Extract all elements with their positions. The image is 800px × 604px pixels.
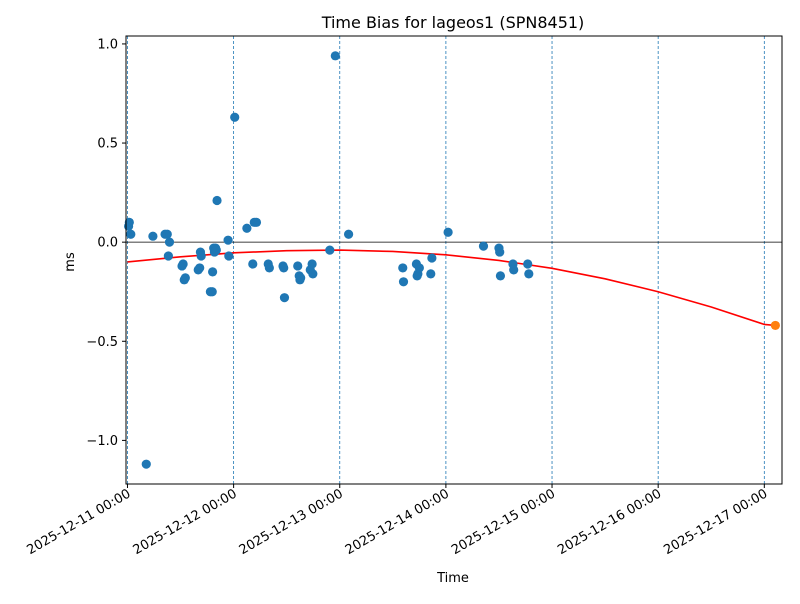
data-point <box>223 235 233 245</box>
y-tick-label: 0.5 <box>97 137 118 152</box>
data-point <box>426 269 436 279</box>
data-point <box>307 259 317 269</box>
y-axis-label: ms <box>63 252 78 272</box>
data-point <box>343 229 354 239</box>
data-point <box>523 259 533 269</box>
data-point <box>126 229 136 239</box>
data-point <box>242 223 252 233</box>
data-point <box>443 227 453 237</box>
data-point <box>279 263 289 273</box>
data-point <box>180 273 190 283</box>
data-point <box>524 269 534 279</box>
data-point <box>279 293 290 303</box>
data-point <box>164 237 175 247</box>
chart-title: Time Bias for lageos1 (SPN8451) <box>321 13 585 32</box>
data-point <box>195 263 205 273</box>
y-tick-label: 0.0 <box>97 236 118 251</box>
data-point <box>495 271 506 281</box>
fit-layer <box>127 249 776 327</box>
x-axis-label: Time <box>436 571 469 586</box>
data-point <box>211 245 221 255</box>
points-layer <box>123 51 780 469</box>
data-point <box>495 247 505 257</box>
y-tick-label: 1.0 <box>97 37 118 52</box>
fit-curve <box>127 249 776 327</box>
data-point <box>224 251 234 261</box>
data-point <box>293 261 303 271</box>
data-point <box>427 253 437 263</box>
data-point <box>325 245 335 255</box>
data-point <box>162 229 172 239</box>
data-point <box>251 217 262 227</box>
data-point <box>398 277 409 287</box>
data-point <box>230 112 240 122</box>
data-point <box>196 251 206 261</box>
data-point <box>414 263 424 273</box>
data-point <box>124 217 134 227</box>
data-point <box>248 259 258 269</box>
data-point <box>148 231 158 241</box>
data-point <box>296 273 306 283</box>
data-point <box>330 51 340 61</box>
axes-frame <box>125 35 783 485</box>
data-point <box>478 241 489 251</box>
data-point <box>178 259 188 269</box>
data-point <box>207 287 217 297</box>
data-point <box>509 265 519 275</box>
data-point <box>212 195 222 206</box>
data-point <box>141 459 151 469</box>
data-point <box>208 267 218 277</box>
y-tick-label: −0.5 <box>86 335 118 350</box>
y-axis-ticks: −1.0 −0.5 0.0 0.5 1.0 <box>86 37 126 449</box>
data-point <box>308 269 318 279</box>
data-point <box>398 263 408 273</box>
predicted-point <box>770 320 780 331</box>
y-tick-label: −1.0 <box>86 434 118 449</box>
data-point <box>264 263 274 273</box>
data-point <box>163 251 173 261</box>
